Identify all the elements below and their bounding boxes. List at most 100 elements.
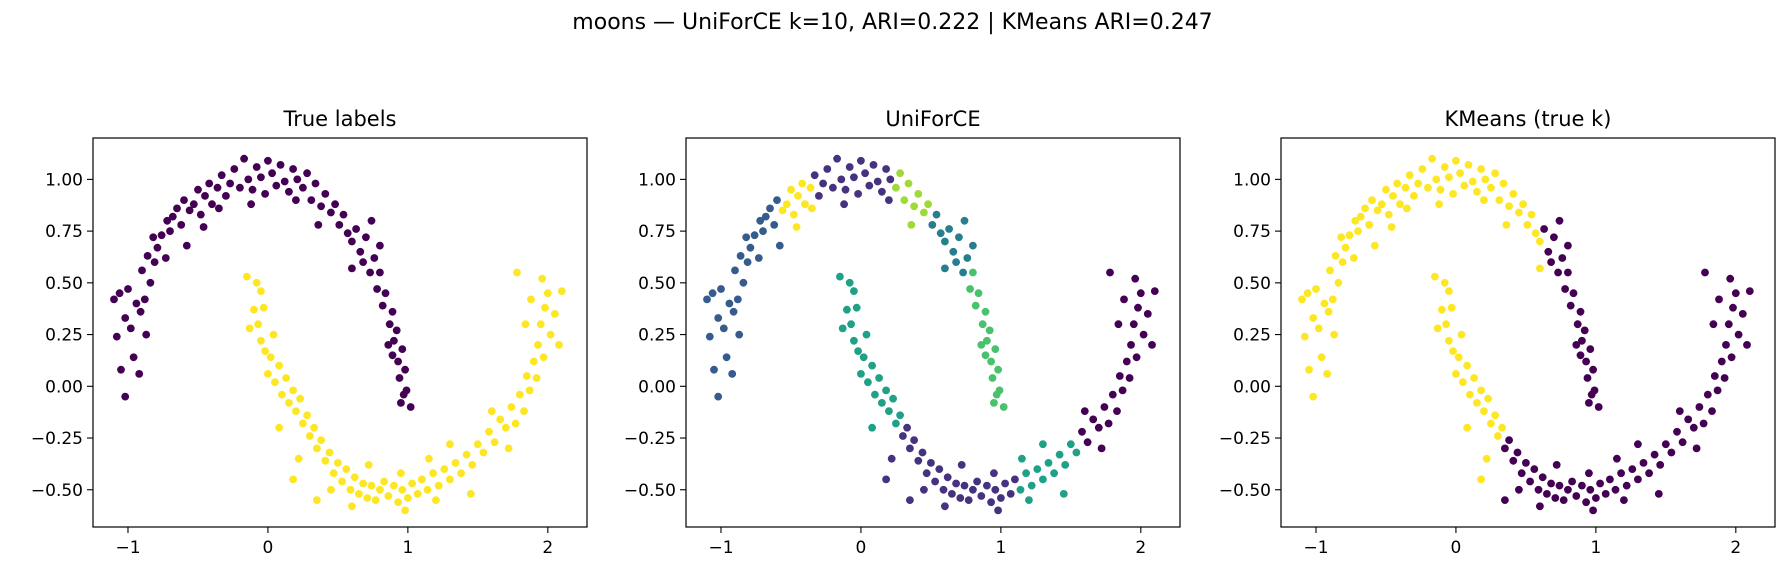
scatter-point xyxy=(370,254,379,262)
scatter-point xyxy=(1515,208,1523,217)
scatter-point xyxy=(1544,247,1553,256)
subplot-title: True labels xyxy=(282,107,396,131)
x-tick-label: −1 xyxy=(708,538,733,558)
scatter-point xyxy=(806,183,815,192)
scatter-point xyxy=(742,233,751,242)
scatter-point xyxy=(1384,210,1393,219)
scatter-point xyxy=(1491,411,1499,420)
scatter-point xyxy=(1522,459,1530,467)
scatter-point xyxy=(1620,496,1628,504)
scatter-point xyxy=(994,365,1002,374)
scatter-point xyxy=(194,185,202,194)
scatter-point xyxy=(990,469,998,478)
scatter-point xyxy=(240,154,249,163)
scatter-point xyxy=(413,490,422,498)
scatter-point xyxy=(394,357,402,366)
scatter-point xyxy=(446,475,454,484)
scatter-point xyxy=(350,473,359,482)
scatter-point xyxy=(1487,183,1495,192)
scatter-point xyxy=(311,179,320,188)
scatter-point xyxy=(904,179,913,188)
scatter-point xyxy=(889,394,897,403)
scatter-point xyxy=(364,461,373,469)
scatter-point xyxy=(285,187,293,196)
scatter-point xyxy=(314,221,323,229)
scatter-point xyxy=(1622,481,1631,490)
scatter-point xyxy=(507,403,516,411)
scatter-point xyxy=(1432,175,1441,184)
scatter-point xyxy=(168,212,177,221)
scatter-point xyxy=(1428,154,1436,163)
scatter-point xyxy=(1132,353,1141,362)
scatter-point xyxy=(906,444,914,453)
scatter-point xyxy=(1323,370,1332,378)
scatter-point xyxy=(1317,353,1326,362)
x-tick-label: 1 xyxy=(402,538,413,558)
scatter-point xyxy=(1118,386,1127,395)
scatter-point xyxy=(1729,303,1737,312)
scatter-point xyxy=(390,481,398,490)
scatter-point xyxy=(997,494,1005,502)
scatter-point xyxy=(1104,419,1113,428)
scatter-point xyxy=(1055,450,1064,459)
scatter-point xyxy=(1673,427,1681,436)
subplot-title: UniForCE xyxy=(885,107,980,131)
scatter-point xyxy=(1582,357,1590,366)
scatter-point xyxy=(150,258,159,266)
scatter-point xyxy=(278,390,286,399)
scatter-point xyxy=(1515,485,1523,494)
scatter-point xyxy=(1377,200,1386,209)
scatter-point xyxy=(1305,365,1313,374)
scatter-point xyxy=(1678,438,1687,447)
scatter-point xyxy=(402,386,411,395)
scatter-point xyxy=(1473,399,1481,407)
scatter-point xyxy=(1405,171,1414,180)
scatter-point xyxy=(840,200,848,209)
scatter-point xyxy=(966,285,974,293)
scatter-point xyxy=(918,448,927,457)
scatter-point xyxy=(532,374,541,382)
scatter-point xyxy=(446,440,454,449)
axes-frame xyxy=(685,137,1181,528)
scatter-point xyxy=(1592,494,1600,502)
scatter-point xyxy=(271,378,279,387)
scatter-point xyxy=(157,231,166,240)
scatter-point xyxy=(385,320,394,329)
scatter-point xyxy=(398,485,407,494)
scatter-point xyxy=(496,415,505,424)
scatter-point xyxy=(871,390,879,399)
scatter-point xyxy=(527,295,535,304)
scatter-point xyxy=(1370,241,1379,250)
scatter-point xyxy=(515,390,524,399)
x-tick-label: 2 xyxy=(542,538,553,558)
scatter-point xyxy=(538,274,547,283)
scatter-point xyxy=(1480,407,1488,415)
scatter-point xyxy=(299,419,307,428)
scatter-point xyxy=(343,229,352,238)
scatter-point xyxy=(1481,175,1490,184)
scatter-point xyxy=(1482,454,1491,463)
scatter-point xyxy=(1387,223,1396,231)
scatter-point xyxy=(1572,492,1581,500)
scatter-point xyxy=(140,295,149,304)
scatter-point xyxy=(920,485,928,494)
scatter-point xyxy=(1078,427,1086,436)
scatter-point xyxy=(395,374,404,382)
y-tick-label: 1.00 xyxy=(638,170,676,190)
scatter-point xyxy=(794,192,802,200)
scatter-point xyxy=(735,330,744,339)
scatter-point xyxy=(833,154,841,163)
scatter-point xyxy=(882,475,890,484)
scatter-point xyxy=(836,272,844,281)
scatter-point xyxy=(714,314,723,322)
scatter-point xyxy=(1424,183,1432,192)
y-tick-label: 0.75 xyxy=(638,222,676,242)
scatter-point xyxy=(146,278,155,287)
scatter-point xyxy=(1661,440,1670,449)
scatter-point xyxy=(1745,287,1754,295)
scatter-point xyxy=(722,353,731,362)
scatter-point xyxy=(852,303,861,312)
scatter-point xyxy=(252,278,261,287)
scatter-point xyxy=(1494,432,1502,440)
scatter-point xyxy=(1477,475,1485,484)
